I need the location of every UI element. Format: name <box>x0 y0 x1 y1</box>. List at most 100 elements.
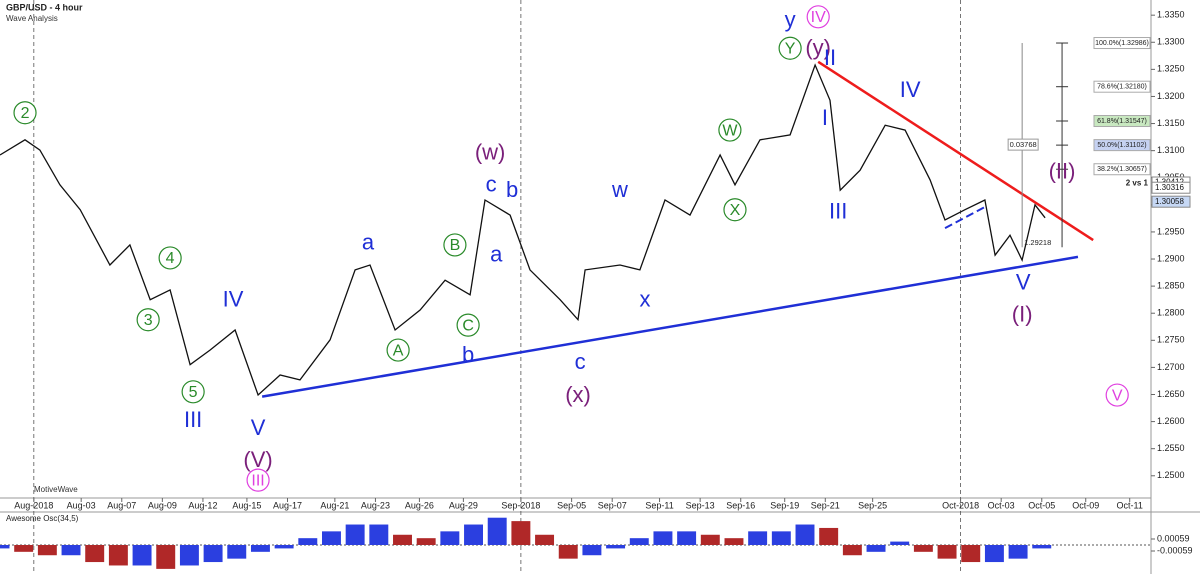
osc-bar <box>37 545 57 556</box>
osc-bar <box>842 545 862 556</box>
fib-box <box>1093 163 1151 176</box>
x-tick-label: Aug-17 <box>273 500 302 510</box>
wave-label: b <box>506 177 518 202</box>
x-tick-label: Oct-09 <box>1072 500 1099 510</box>
wave-circle <box>456 313 480 337</box>
osc-bar <box>250 545 270 552</box>
wave-label: 4 <box>166 250 175 267</box>
y-tick-label: 1.2900 <box>1157 253 1185 263</box>
y-tick-label: 1.3150 <box>1157 118 1185 128</box>
wave-circle <box>246 468 270 492</box>
trendline <box>944 206 986 230</box>
osc-bar <box>61 545 81 556</box>
x-tick-label: Aug-21 <box>320 500 349 510</box>
wave-label: (II) <box>1049 159 1076 184</box>
wave-label: B <box>450 237 461 254</box>
osc-bar <box>606 545 626 549</box>
osc-bar <box>322 531 341 545</box>
fib-note: 2 vs 1 <box>1126 178 1149 187</box>
osc-bar <box>890 541 910 545</box>
osc-bar <box>369 524 389 545</box>
osc-bar <box>937 545 957 559</box>
y-tick-label: 1.2700 <box>1157 362 1185 372</box>
osc-bar <box>108 545 128 566</box>
osc-bar <box>771 531 791 545</box>
chart-subtitle: Wave Analysis <box>6 14 58 23</box>
osc-bar <box>416 538 436 545</box>
trendline <box>817 60 1094 242</box>
osc-bar <box>132 545 152 566</box>
x-tick-label: Aug-09 <box>148 500 177 510</box>
wave-circle <box>136 308 160 332</box>
fib-box <box>1093 37 1151 50</box>
osc-title: Awesome Osc(34,5) <box>6 514 79 523</box>
osc-bar <box>203 545 223 563</box>
y-tick-label: 1.3250 <box>1157 64 1185 74</box>
price-line <box>0 63 1046 397</box>
x-tick-label: Sep-25 <box>858 500 887 510</box>
osc-bar <box>558 545 578 559</box>
x-tick-label: Oct-2018 <box>942 500 979 510</box>
wave-circle <box>181 380 205 404</box>
wave-label: c <box>575 349 586 374</box>
x-tick-label: Aug-26 <box>405 500 434 510</box>
y-tick-label: 1.2950 <box>1157 226 1185 236</box>
wave-label: V <box>1112 387 1123 404</box>
wave-circle <box>158 246 182 270</box>
osc-bar <box>700 534 720 545</box>
range-box <box>1007 138 1039 151</box>
osc-bar <box>1032 545 1052 549</box>
x-tick-label: Oct-05 <box>1028 500 1055 510</box>
x-tick-label: Aug-29 <box>449 500 478 510</box>
wave-label: c <box>486 172 497 197</box>
osc-bar <box>227 545 247 559</box>
wave-label: x <box>640 286 651 311</box>
fib-label: 100.0%(1.32986) <box>1095 40 1149 47</box>
wave-label: (V) <box>243 447 272 472</box>
osc-bar <box>961 545 981 563</box>
y-tick-label: 1.3200 <box>1157 91 1185 101</box>
price-box <box>1151 181 1191 194</box>
wave-circle <box>1105 383 1129 407</box>
wave-label: (x) <box>565 382 591 407</box>
fib-label: 61.8%(1.31547) <box>1097 118 1147 125</box>
wave-label: a <box>490 242 503 267</box>
osc-bar <box>440 531 460 545</box>
chart-title: GBP/USD - 4 hour <box>6 2 83 12</box>
y-tick-label: -0.00059 <box>1157 545 1193 555</box>
osc-bar <box>819 527 839 545</box>
osc-bar <box>14 545 34 552</box>
wave-label: Y <box>785 40 796 57</box>
price-box <box>1151 195 1191 208</box>
fib-label: 50.0%(1.31102) <box>1097 142 1146 149</box>
y-tick-label: 1.2550 <box>1157 443 1185 453</box>
osc-bar <box>795 524 815 545</box>
osc-bar <box>582 545 602 556</box>
x-tick-label: Sep-05 <box>557 500 586 510</box>
y-tick-label: 1.2500 <box>1157 470 1185 480</box>
osc-bar <box>913 545 933 552</box>
osc-bar <box>1008 545 1028 559</box>
osc-bar <box>487 517 507 545</box>
wave-label: I <box>822 105 828 130</box>
osc-bar <box>179 545 199 566</box>
y-tick-label: 1.3100 <box>1157 145 1185 155</box>
x-tick-label: Sep-11 <box>645 500 673 510</box>
osc-bar <box>345 524 365 545</box>
osc-bar <box>984 545 1004 563</box>
wave-label: (y) <box>805 35 831 60</box>
osc-bar <box>748 531 768 545</box>
y-tick-label: 1.3350 <box>1157 10 1185 20</box>
wave-label: X <box>730 202 741 219</box>
wave-label: IV <box>223 286 244 311</box>
wave-label: b <box>462 342 474 367</box>
wave-label: A <box>393 342 404 359</box>
osc-bar <box>724 538 744 545</box>
x-tick-label: Aug-12 <box>188 500 217 510</box>
wave-label: III <box>251 472 264 489</box>
wave-label: (I) <box>1012 302 1033 327</box>
osc-bar <box>0 545 10 549</box>
y-tick-label: 1.3300 <box>1157 37 1185 47</box>
